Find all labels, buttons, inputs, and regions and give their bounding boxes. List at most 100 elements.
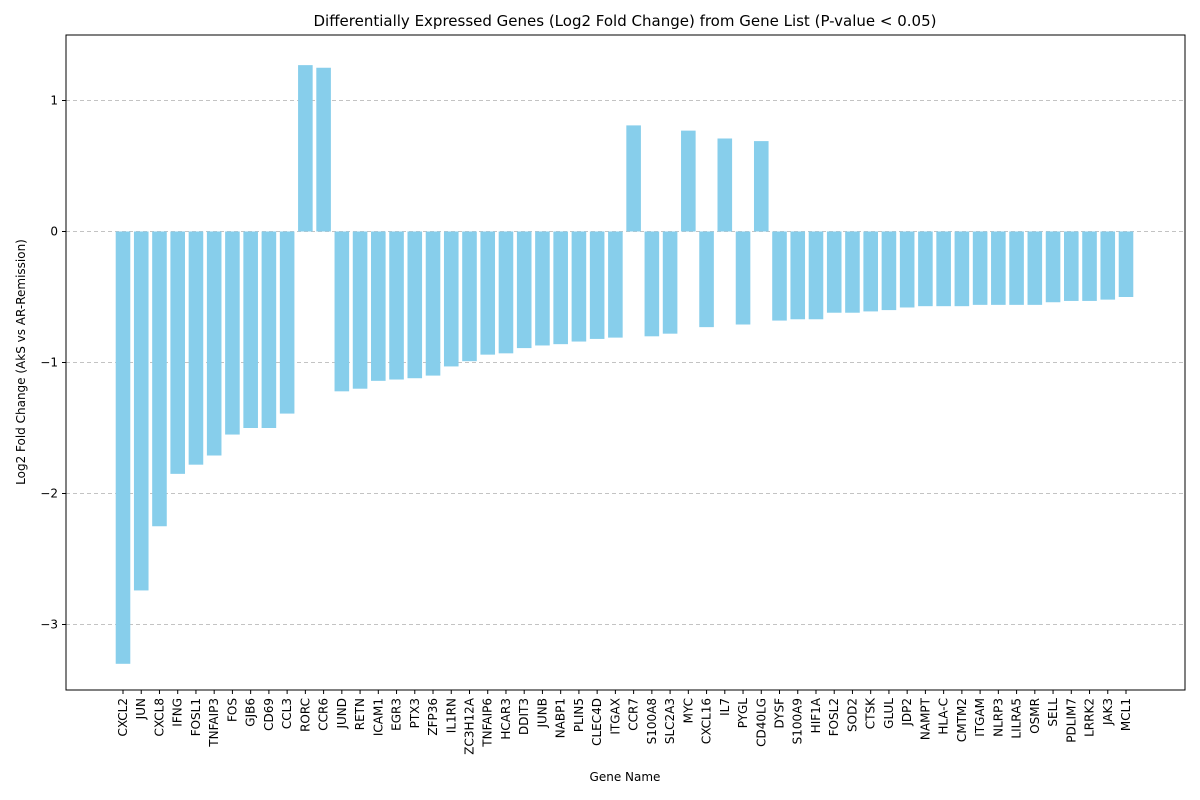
x-tick-label: NAMPT (918, 697, 932, 740)
bar-cxcl2 (115, 231, 131, 664)
y-ticks: −3 −2 −1 0 1 (40, 94, 66, 632)
bar-myc (681, 130, 696, 232)
bar-ccr6 (316, 67, 331, 232)
bar-jund (334, 231, 350, 392)
bar-cd69 (261, 231, 277, 428)
x-tick-label: IL1RN (444, 698, 458, 733)
bar-hla-c (936, 231, 951, 307)
x-tick-label: MCL1 (1119, 698, 1133, 731)
x-tick-label: IFNG (171, 698, 185, 727)
x-tick-label: OSMR (1028, 698, 1042, 734)
x-tick-label: ZC3H12A (462, 697, 476, 755)
x-tick-label: NABP1 (554, 698, 568, 738)
x-tick-label: CLEC4D (590, 698, 604, 746)
bar-egr3 (389, 231, 404, 380)
x-tick-label: CD40LG (754, 698, 768, 747)
bar-fosl2 (826, 231, 842, 313)
x-tick-label: CCR6 (317, 698, 331, 731)
y-tick-label: −1 (40, 356, 58, 370)
x-tick-label: MYC (681, 698, 695, 723)
x-tick-label: TNFAIP3 (207, 698, 221, 748)
x-tick-label: EGR3 (390, 698, 404, 731)
x-tick-label: SOD2 (845, 698, 859, 732)
bar-ccr7 (626, 125, 641, 232)
x-tick-label: CD69 (262, 698, 276, 731)
bar-plin5 (571, 231, 587, 342)
bar-nlrp3 (991, 231, 1006, 305)
bar-s100a9 (790, 231, 806, 320)
x-tick-label: CCR7 (627, 698, 641, 731)
bar-dysf (772, 231, 787, 321)
x-axis-label: Gene Name (590, 770, 661, 784)
bar-nampt (918, 231, 933, 307)
bar-fosl1 (188, 231, 204, 465)
bar-lilra5 (1009, 231, 1024, 305)
x-tick-label: SELL (1046, 698, 1060, 727)
bar-jak3 (1100, 231, 1116, 300)
bar-cxcl16 (699, 231, 714, 328)
bar-slc2a3 (662, 231, 678, 334)
y-tick-label: 0 (50, 225, 58, 239)
bar-rorc (298, 65, 313, 232)
bar-lrrk2 (1082, 231, 1097, 301)
x-tick-label: ICAM1 (371, 698, 385, 736)
bar-pdlim7 (1063, 231, 1079, 301)
x-tick-label: ITGAX (608, 698, 622, 735)
x-tick-label: PTX3 (408, 698, 422, 728)
x-tick-label: JUND (335, 698, 349, 730)
x-tick-label: FOSL2 (827, 698, 841, 736)
y-tick-label: 1 (50, 94, 58, 108)
bar-hif1a (808, 231, 824, 320)
y-tick-label: −3 (40, 618, 58, 632)
x-tick-label: CTSK (864, 697, 878, 729)
x-tick-label: DYSF (773, 698, 787, 729)
bar-jun (133, 231, 149, 591)
x-tick-label: JDP2 (900, 698, 914, 727)
bar-nabp1 (553, 231, 568, 345)
x-tick-label: CXCL8 (152, 698, 166, 736)
bar-il1rn (443, 231, 459, 367)
bar-ddit3 (516, 231, 532, 349)
bar-pygl (735, 231, 751, 325)
x-ticks: CXCL2 JUN CXCL8 IFNG FOSL1 TNFAIP3 FOS GJB6 CD69… (116, 690, 1133, 755)
y-tick-label: −2 (40, 487, 58, 501)
x-tick-label: JUN (134, 698, 148, 720)
bar-clec4d (589, 231, 605, 339)
x-tick-label: IL7 (718, 698, 732, 716)
x-tick-label: PLIN5 (572, 698, 586, 732)
x-tick-label: PDLIM7 (1064, 698, 1078, 743)
x-tick-label: CMTM2 (955, 698, 969, 742)
x-tick-label: NLRP3 (991, 698, 1005, 737)
bar-ccl3 (279, 231, 295, 414)
bar-ptx3 (407, 231, 423, 379)
bar-jdp2 (899, 231, 915, 308)
x-tick-label: S100A8 (645, 698, 659, 744)
x-tick-label: HLA-C (937, 698, 951, 735)
bar-zc3h12a (462, 231, 477, 362)
bar-ifng (170, 231, 186, 474)
x-tick-label: DDIT3 (517, 698, 531, 735)
x-tick-label: HCAR3 (499, 698, 513, 740)
x-tick-label: ITGAM (973, 698, 987, 737)
bar-s100a8 (644, 231, 660, 337)
bar-icam1 (371, 231, 386, 381)
bar-cxcl8 (152, 231, 167, 527)
x-tick-label: CXCL2 (116, 698, 130, 736)
bar-itgax (608, 231, 623, 338)
x-tick-label: SLC2A3 (663, 698, 677, 744)
bar-retn (352, 231, 368, 389)
bar-ctsk (863, 231, 878, 312)
x-tick-label: PYGL (736, 698, 750, 729)
bar-tnfaip6 (480, 231, 496, 355)
bar-glul (881, 231, 897, 311)
bar-mcl1 (1118, 231, 1134, 297)
x-tick-label: LRRK2 (1083, 698, 1097, 737)
x-tick-label: GLUL (882, 698, 896, 729)
bar-gjb6 (243, 231, 258, 428)
x-tick-label: RORC (298, 698, 312, 732)
bar-junb (535, 231, 550, 346)
x-tick-label: GJB6 (244, 698, 258, 727)
bars (115, 65, 1134, 664)
